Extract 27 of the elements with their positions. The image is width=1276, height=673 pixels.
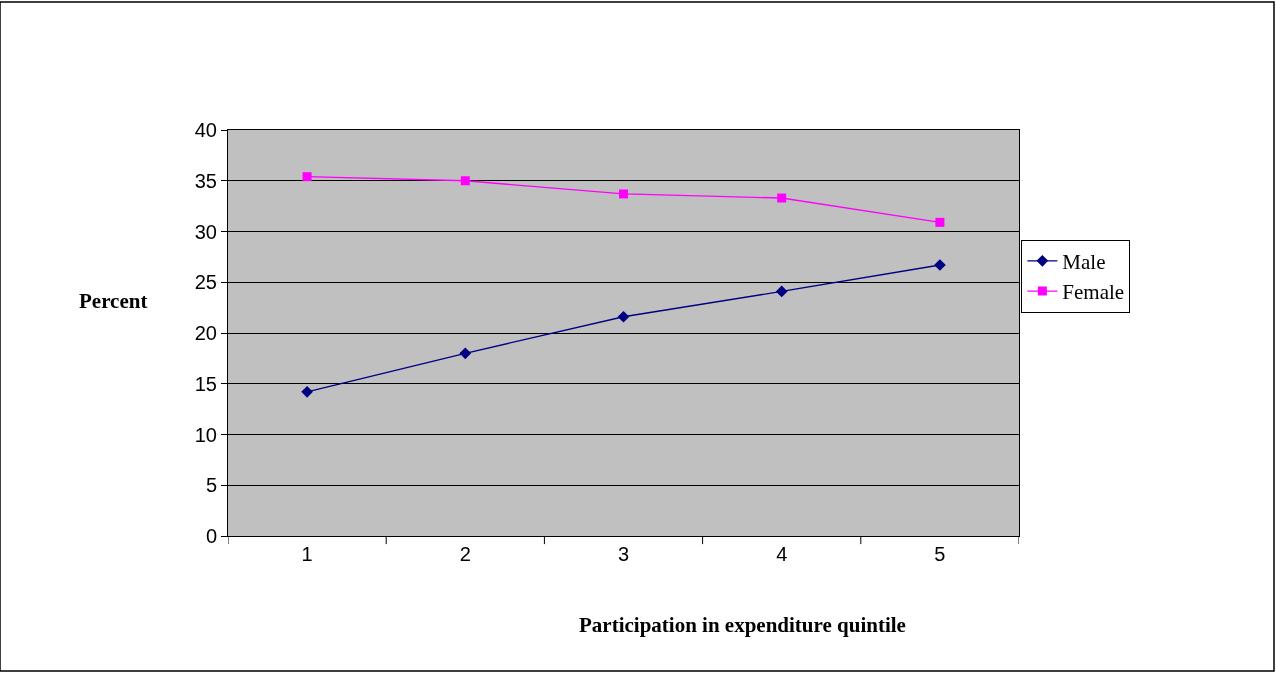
x-tick-label: 3: [617, 543, 630, 565]
y-tick-label: 5: [205, 474, 217, 497]
y-tick-label: 15: [194, 372, 217, 395]
x-axis-title: Participation in expenditure quintile: [579, 613, 906, 637]
y-tick-label: 10: [194, 423, 217, 446]
point: [777, 193, 787, 203]
point: [617, 310, 630, 323]
point: [775, 285, 788, 298]
y-tick-label: 20: [194, 322, 217, 344]
legend-label: Female: [1062, 280, 1125, 305]
y-axis-title: Percent: [79, 289, 148, 313]
point: [302, 172, 312, 182]
x-tick-label: 1: [301, 543, 313, 565]
y-tick-label: 25: [194, 271, 217, 294]
x-tick-label: 5: [934, 543, 946, 565]
point: [301, 386, 313, 398]
y-tick-label: 0: [205, 525, 217, 547]
y-tick-label: 30: [194, 220, 217, 243]
point: [935, 217, 945, 227]
legend-label: Male: [1062, 250, 1106, 274]
x-tick-label: 4: [776, 543, 788, 565]
y-tick-label: 35: [194, 169, 217, 192]
y-tick-label: 40: [194, 119, 217, 141]
point: [619, 189, 628, 199]
x-tick-label: 2: [459, 543, 471, 565]
point: [460, 176, 470, 186]
point: [459, 347, 472, 360]
